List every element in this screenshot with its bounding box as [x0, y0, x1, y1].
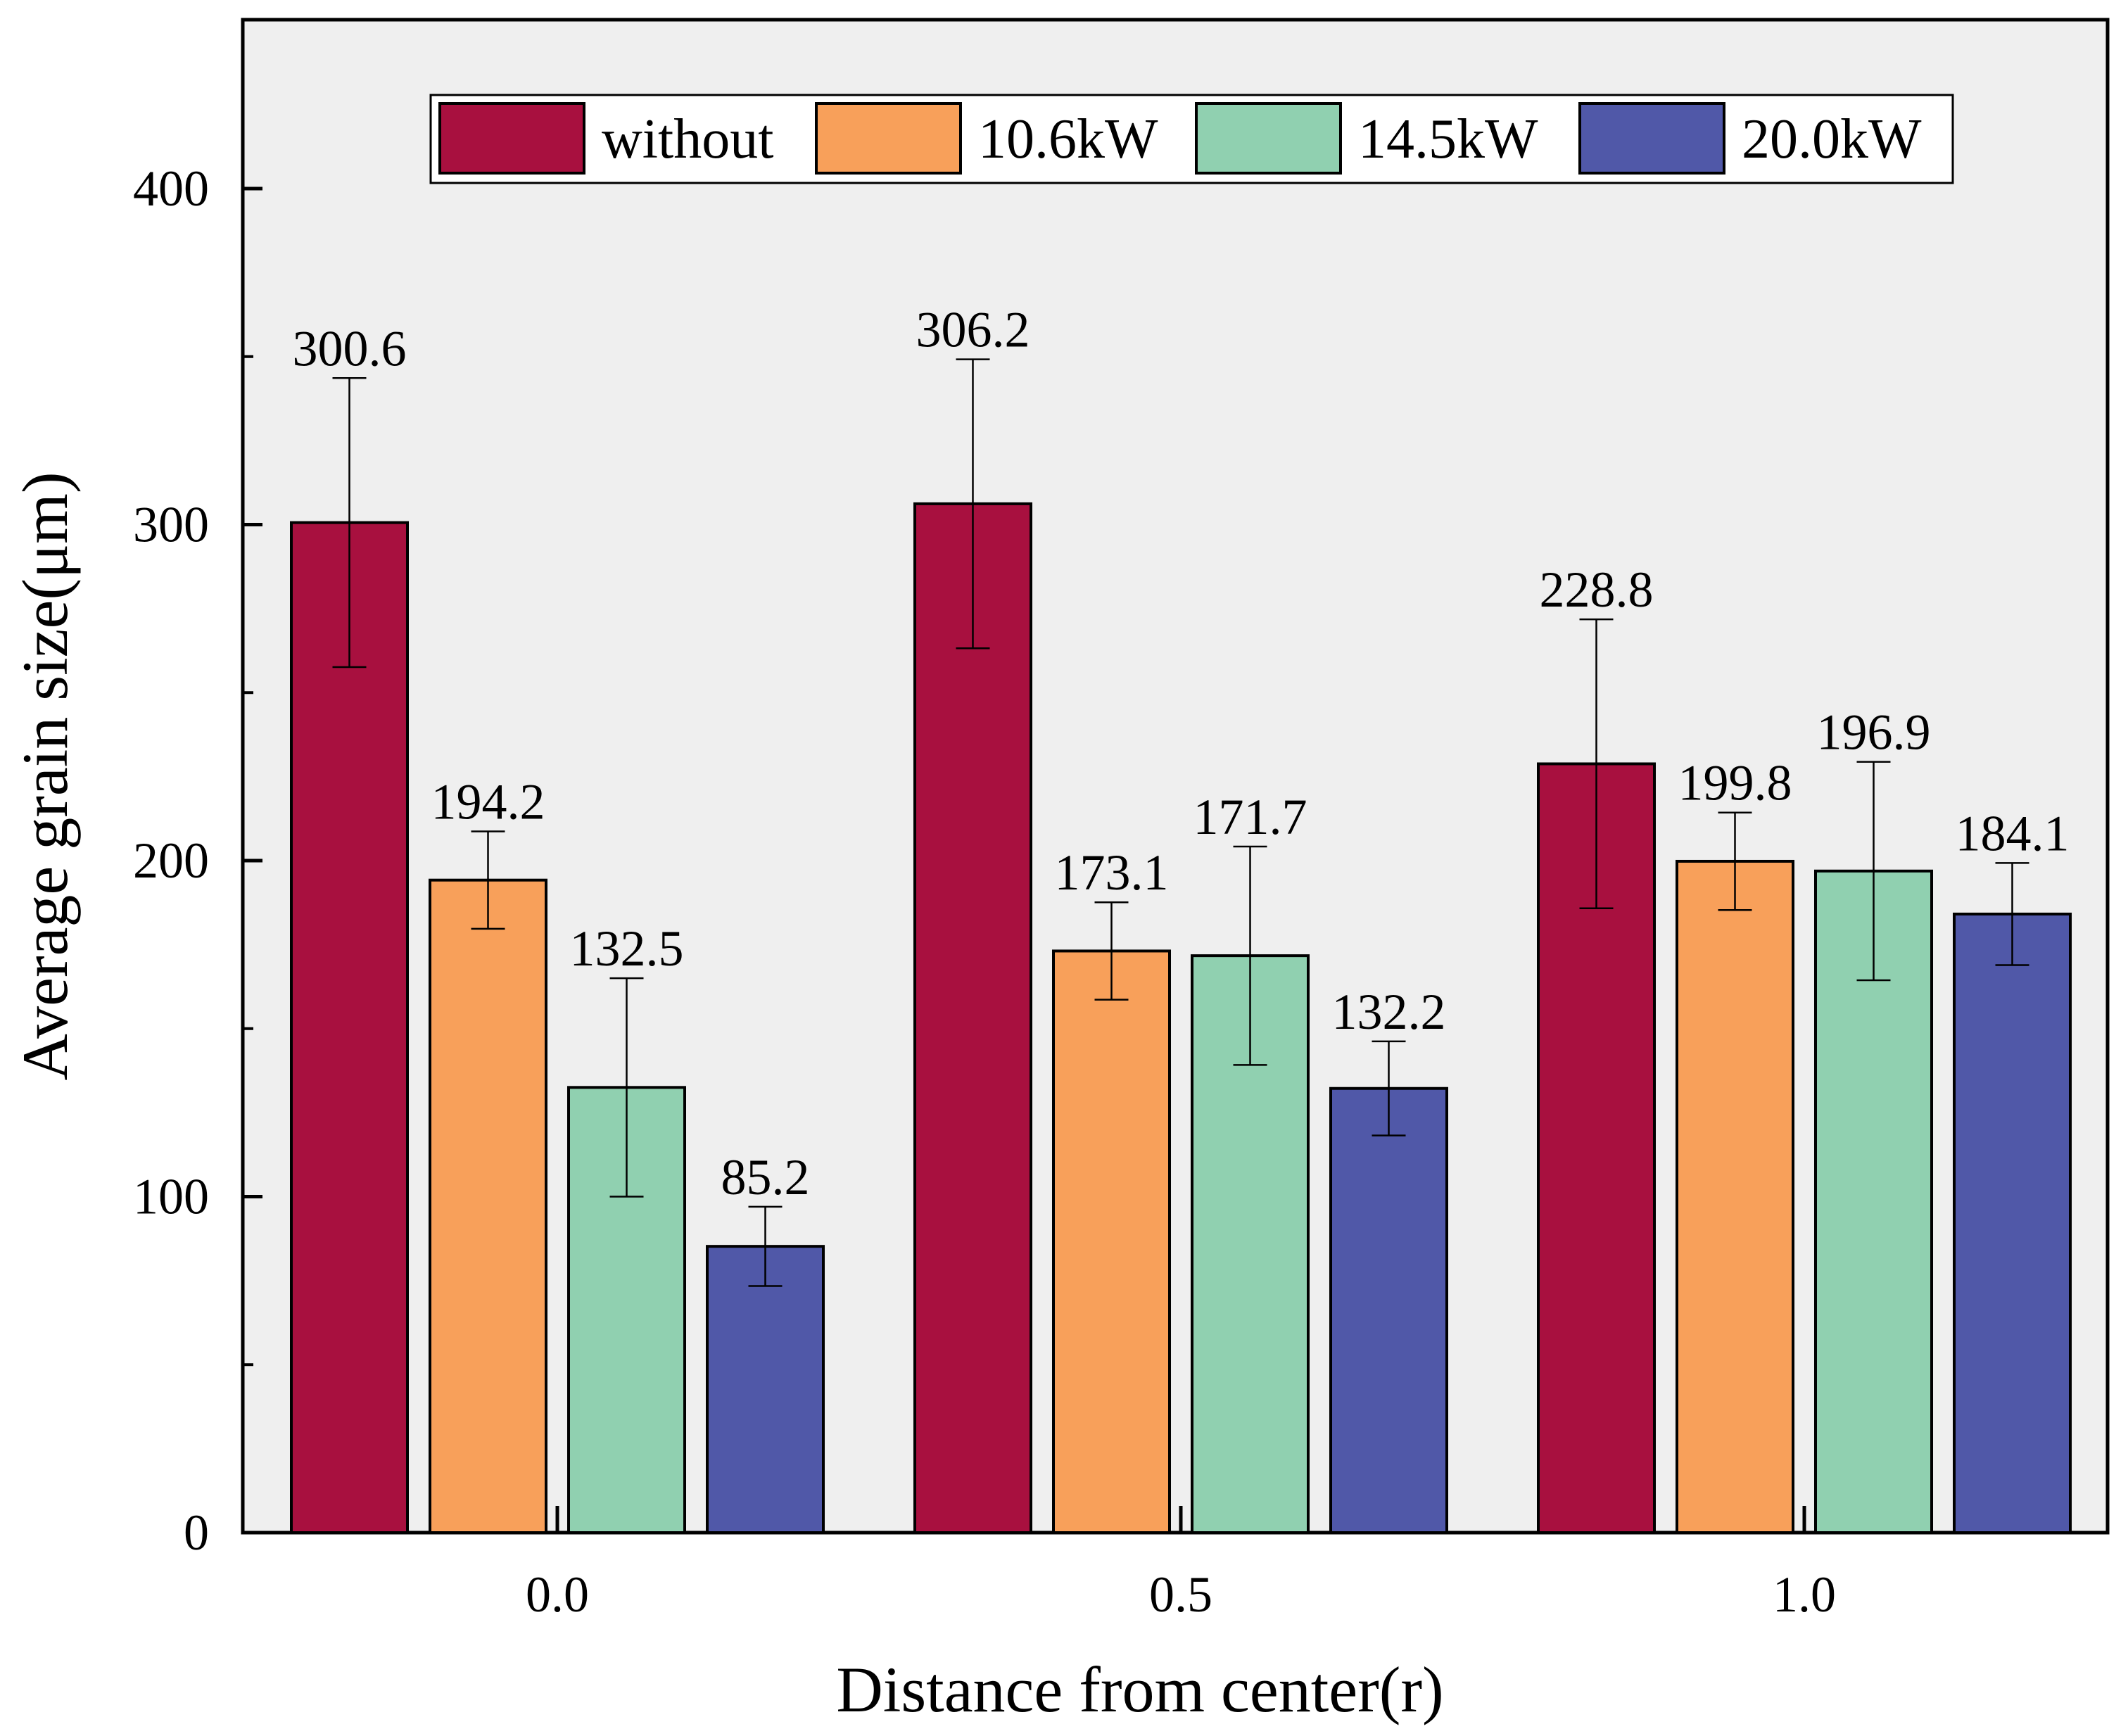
y-tick-label: 400 — [133, 160, 209, 217]
data-label: 306.2 — [916, 302, 1030, 358]
data-label: 184.1 — [1956, 805, 2070, 861]
legend-label: without — [602, 108, 773, 170]
x-tick-label: 0.0 — [526, 1566, 589, 1623]
x-axis: 0.0 0.5 1.0 — [526, 1506, 1836, 1623]
y-tick-label: 300 — [133, 497, 209, 553]
data-labels-layer: 300.6 306.2 228.8 194.2 173.1 199.8 132.5 171.7… — [293, 302, 2070, 1205]
y-axis: 0 100 200 300 400 — [133, 160, 262, 1561]
y-axis-title: Average grain size(μm) — [9, 472, 81, 1081]
legend: without 10.6kW 14.5kW 20.0kW — [429, 94, 1954, 184]
data-label: 132.2 — [1332, 984, 1446, 1040]
data-label: 228.8 — [1540, 562, 1654, 618]
legend-swatch-14.5kW — [1195, 102, 1342, 175]
bar-10.6kW-0.5 — [1052, 949, 1171, 1534]
legend-label: 14.5kW — [1358, 108, 1538, 170]
bar-20.0kW-1.0 — [1953, 912, 2072, 1534]
data-label: 132.5 — [570, 920, 684, 977]
data-label: 199.8 — [1678, 755, 1792, 811]
legend-label: 10.6kW — [978, 108, 1158, 170]
data-label: 194.2 — [431, 773, 545, 830]
data-label: 171.7 — [1193, 789, 1307, 845]
bar-20.0kW-0.0 — [706, 1245, 825, 1535]
data-label: 300.6 — [293, 320, 407, 376]
bar-10.6kW-1.0 — [1676, 859, 1794, 1534]
bar-without-0.0 — [290, 521, 409, 1534]
bar-without-0.5 — [913, 502, 1032, 1534]
x-tick-label: 0.5 — [1149, 1566, 1212, 1623]
bar-14.5kW-1.0 — [1814, 869, 1933, 1534]
y-tick-label: 0 — [184, 1504, 209, 1561]
legend-swatch-20.0kW — [1578, 102, 1725, 175]
data-label: 196.9 — [1817, 704, 1931, 761]
error-bars-layer — [332, 358, 2029, 1287]
bar-20.0kW-0.5 — [1329, 1086, 1448, 1534]
data-label: 173.1 — [1055, 844, 1169, 901]
legend-label: 20.0kW — [1742, 108, 1922, 170]
plot-area — [241, 18, 2110, 1535]
bar-10.6kW-0.0 — [429, 878, 547, 1534]
data-label: 85.2 — [721, 1149, 810, 1205]
legend-swatch-10.6kW — [815, 102, 962, 175]
legend-swatch-without — [438, 102, 585, 175]
y-tick-label: 200 — [133, 832, 209, 889]
x-axis-title: Distance from center(r) — [836, 1654, 1443, 1725]
x-tick-label: 1.0 — [1773, 1566, 1836, 1623]
y-tick-label: 100 — [133, 1169, 209, 1225]
